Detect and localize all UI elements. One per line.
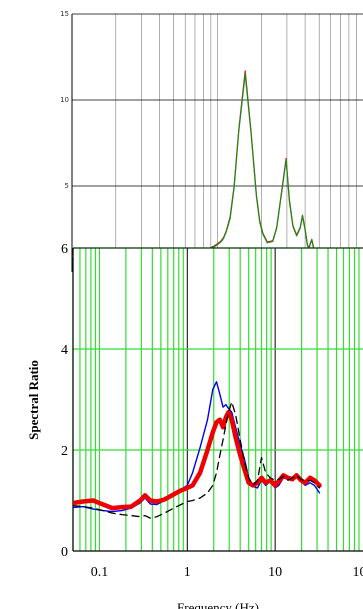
series-group — [73, 381, 322, 519]
y-tick-label: 0 — [61, 545, 68, 560]
y-tick-label: 10 — [60, 96, 69, 104]
x-tick-label: 0.1 — [91, 565, 109, 580]
x-tick-label: 1 — [184, 565, 191, 580]
x-tick-label: 100 — [353, 565, 363, 580]
series-line — [73, 409, 322, 511]
bottom-chart: 0 2 4 6 0.1 1 10 100 Frequency (Hz) Spectral Rati… — [26, 242, 363, 609]
y-tick-label: 5 — [65, 182, 69, 190]
x-axis-title: Frequency (Hz) — [177, 600, 259, 609]
y-axis-title: Spectral Ratio — [26, 360, 41, 440]
x-tick-label: 10 — [268, 565, 282, 580]
plot-area — [73, 248, 363, 551]
y-tick-label: 4 — [61, 343, 68, 358]
y-tick-label: 15 — [60, 10, 69, 18]
y-tick-label: 6 — [61, 242, 68, 257]
y-tick-label: 2 — [61, 444, 68, 459]
